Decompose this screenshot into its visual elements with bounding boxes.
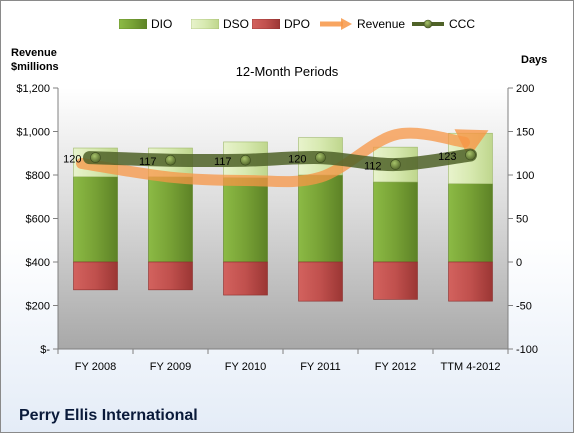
y-right-tick-label-1: -50	[516, 301, 532, 313]
legend-item-dio: DIO	[119, 14, 172, 34]
legend-label-ccc: CCC	[449, 17, 475, 31]
legend-label-dpo: DPO	[284, 17, 311, 31]
y-right-tick-label-2: 0	[516, 257, 522, 269]
ccc-data-label-1: 117	[139, 156, 157, 168]
bar-dio-2	[223, 177, 268, 263]
legend-item-revenue: Revenue	[319, 14, 405, 34]
ccc-point-5	[465, 149, 476, 161]
y-axis-left-title-line2: $millions	[11, 61, 59, 73]
revenue-arrow-head	[454, 129, 489, 158]
legend-label-dio: DIO	[151, 17, 173, 31]
legend-item-dpo: DPO	[252, 14, 310, 34]
chart-title: 12-Month Periods	[235, 64, 339, 79]
ccc-data-label-0: 120	[63, 154, 81, 166]
ccc-point-0	[90, 152, 101, 163]
x-tick-label-2: FY 2010	[225, 361, 266, 373]
x-tick-label-4: FY 2012	[375, 361, 416, 373]
legend-label-revenue: Revenue	[357, 17, 406, 31]
legend-swatch-dio	[119, 19, 147, 29]
bar-dio-4	[373, 181, 418, 263]
legend-label-dso: DSO	[223, 17, 250, 31]
bar-dpo-2	[223, 261, 268, 296]
legend: DIO DSO DPO Revenue CCC	[1, 14, 573, 34]
y-right-tick-label-6: 200	[516, 83, 534, 95]
x-tick-label-1: FY 2009	[150, 361, 191, 373]
y-left-tick-label-6: $1,200	[16, 83, 50, 95]
ccc-data-label-4: 112	[364, 161, 382, 173]
ccc-data-label-2: 117	[214, 156, 232, 168]
y-right-tick-label-3: 50	[516, 214, 528, 226]
legend-swatch-dso	[191, 19, 219, 29]
ccc-point-4	[390, 159, 401, 170]
legend-swatch-ccc	[412, 19, 444, 29]
x-tick-label-0: FY 2008	[75, 361, 116, 373]
bar-dpo-5	[448, 261, 493, 302]
bar-dpo-3	[298, 261, 343, 302]
line-ccc	[83, 148, 477, 172]
y-axis-left-title: Revenue $millions	[11, 46, 59, 74]
bar-dpo-1	[148, 261, 193, 291]
y-axis-right-title: Days	[521, 54, 548, 66]
line-revenue	[76, 127, 470, 188]
bar-dpo-4	[373, 261, 418, 300]
y-left-tick-label-0: $-	[40, 344, 50, 356]
bar-dio-0	[73, 176, 118, 263]
y-left-tick-label-1: $200	[26, 301, 50, 313]
ccc-data-label-5: 123	[438, 151, 456, 163]
x-tick-label-3: FY 2011	[300, 361, 341, 373]
legend-item-ccc: CCC	[411, 14, 475, 34]
y-right-tick-label-4: 100	[516, 170, 534, 182]
ccc-point-2	[240, 154, 251, 166]
y-left-tick-label-2: $400	[26, 257, 50, 269]
y-right-tick-label-5: 150	[516, 127, 534, 139]
x-tick-label-5: TTM 4-2012	[441, 361, 501, 373]
legend-swatch-dpo	[252, 19, 280, 29]
y-axis-left-title-line1: Revenue	[11, 47, 57, 59]
ccc-point-1	[165, 154, 176, 166]
company-name: Perry Ellis International	[19, 407, 198, 424]
legend-swatch-revenue	[320, 18, 352, 30]
y-right-tick-label-0: -100	[516, 344, 538, 356]
bar-dio-5	[448, 183, 493, 263]
plot-area	[58, 88, 508, 349]
bar-dio-1	[148, 176, 193, 263]
y-left-tick-label-3: $600	[26, 214, 50, 226]
bar-dpo-0	[73, 261, 118, 291]
y-left-tick-label-5: $1,000	[16, 127, 50, 139]
ccc-data-label-3: 120	[288, 154, 306, 166]
bar-dio-3	[298, 174, 343, 263]
legend-item-dso: DSO	[191, 14, 249, 34]
ccc-point-3	[315, 152, 326, 163]
y-left-tick-label-4: $800	[26, 170, 50, 182]
